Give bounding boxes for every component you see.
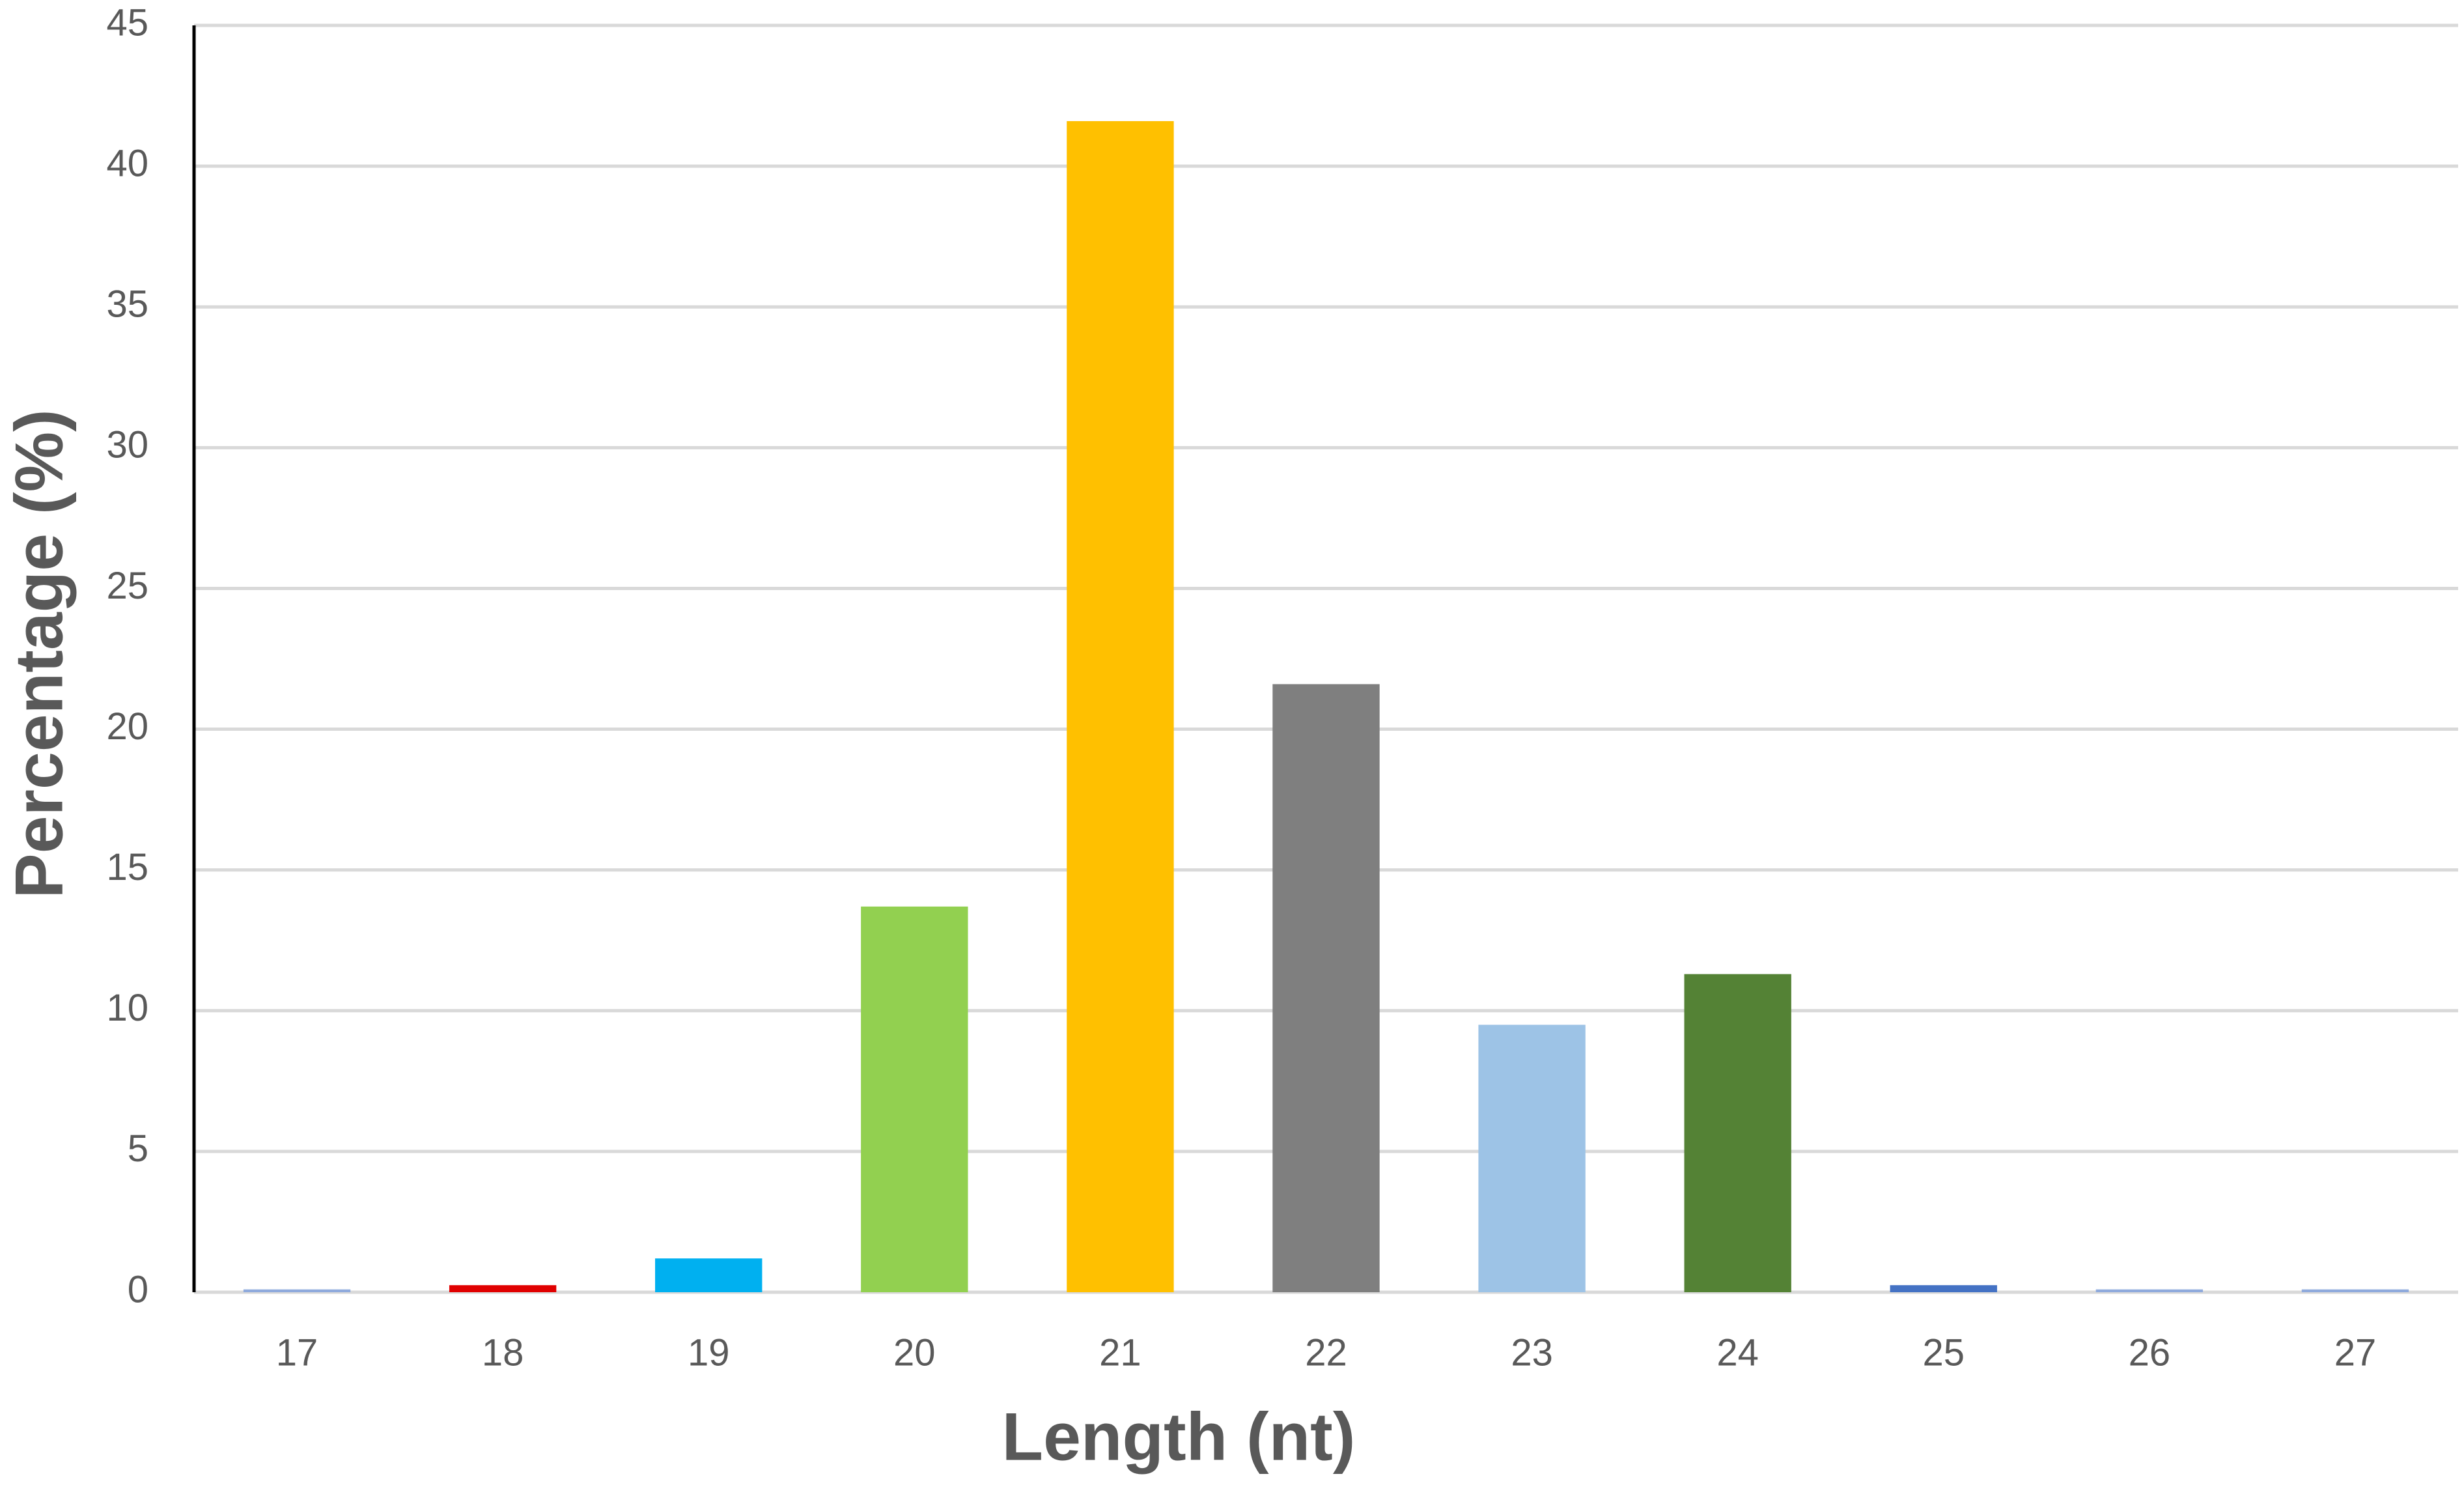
x-tick-label: 20 bbox=[893, 1331, 936, 1374]
x-axis-title: Length (nt) bbox=[1002, 1399, 1356, 1475]
x-tick-label: 19 bbox=[688, 1331, 730, 1374]
x-tick-label: 21 bbox=[1099, 1331, 1141, 1374]
bar bbox=[1684, 974, 1791, 1292]
y-tick-label: 35 bbox=[106, 283, 148, 326]
x-tick-label: 18 bbox=[482, 1331, 524, 1374]
x-tick-label: 25 bbox=[1923, 1331, 1965, 1374]
y-tick-label: 45 bbox=[106, 1, 148, 44]
y-tick-label: 30 bbox=[106, 424, 148, 466]
x-tick-label: 27 bbox=[2334, 1331, 2377, 1374]
x-tick-label: 26 bbox=[2129, 1331, 2171, 1374]
y-tick-label: 40 bbox=[106, 142, 148, 184]
y-axis-title: Percentage (%) bbox=[1, 409, 77, 898]
bar bbox=[2095, 1289, 2204, 1292]
x-tick-label: 24 bbox=[1716, 1331, 1759, 1374]
bar bbox=[2301, 1289, 2409, 1292]
x-tick-label: 22 bbox=[1305, 1331, 1347, 1374]
bar bbox=[1890, 1285, 1997, 1292]
y-tick-label: 20 bbox=[106, 705, 148, 748]
y-tick-label: 15 bbox=[106, 846, 148, 888]
y-tick-label: 0 bbox=[128, 1268, 148, 1310]
y-tick-label: 5 bbox=[128, 1127, 148, 1170]
bar bbox=[243, 1289, 351, 1292]
bar bbox=[861, 906, 968, 1292]
bar bbox=[1067, 120, 1174, 1292]
bar bbox=[449, 1285, 557, 1292]
x-tick-label: 23 bbox=[1511, 1331, 1553, 1374]
y-tick-label: 25 bbox=[106, 565, 148, 607]
bar bbox=[655, 1258, 763, 1292]
x-tick-label: 17 bbox=[276, 1331, 318, 1374]
bar bbox=[1272, 684, 1380, 1292]
y-tick-label: 10 bbox=[106, 987, 148, 1029]
bar bbox=[1478, 1025, 1586, 1292]
